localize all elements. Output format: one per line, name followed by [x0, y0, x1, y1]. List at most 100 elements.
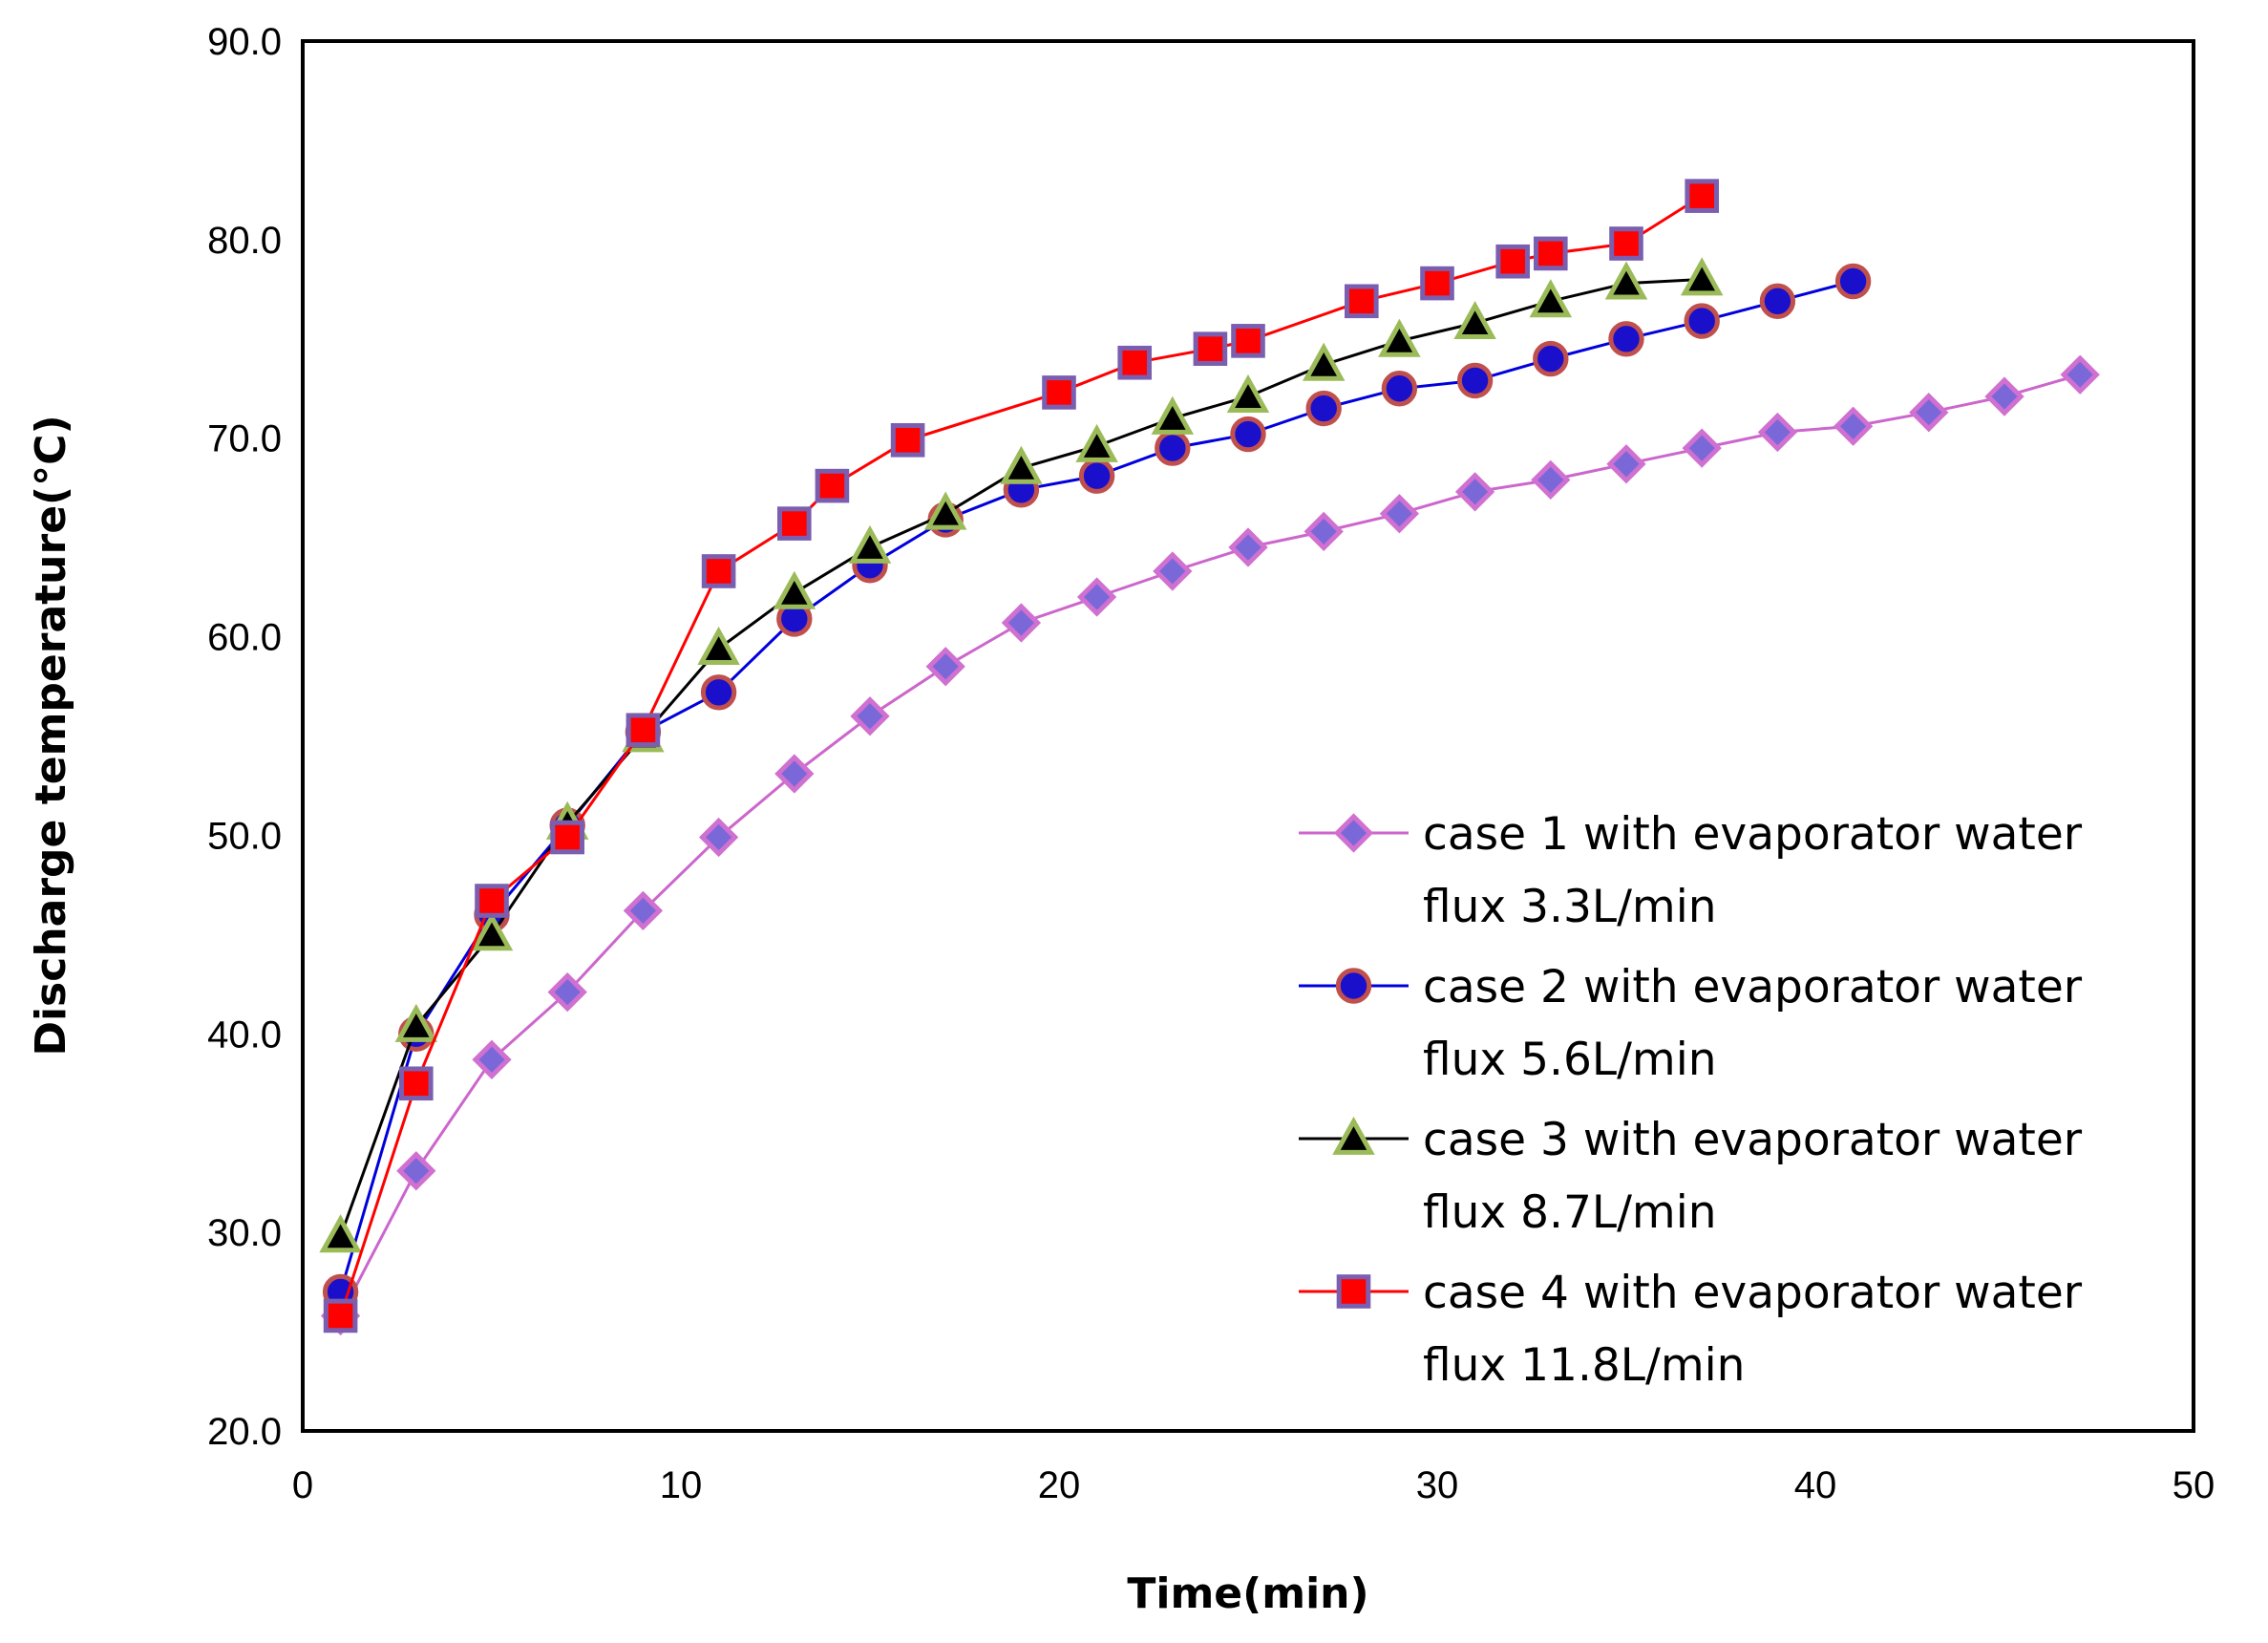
series-3-point	[394, 1003, 438, 1042]
series-2-point	[1305, 390, 1342, 427]
series-4-point	[323, 1298, 358, 1334]
series-3-point	[1302, 342, 1346, 381]
series-3-point	[1453, 301, 1496, 340]
series-3-point	[319, 1214, 362, 1253]
legend-marker	[1333, 813, 1374, 853]
legend-label: case 2 with evaporator water	[1423, 961, 2083, 1014]
series-1-point	[547, 972, 587, 1013]
series-4-point	[890, 422, 925, 458]
series-1-point	[850, 696, 890, 736]
series-1-point	[2060, 354, 2100, 395]
series-1-point	[1454, 472, 1495, 512]
series-1-point	[1228, 527, 1268, 567]
y-tick-label: 20.0	[207, 1411, 282, 1453]
series-4-point	[1117, 345, 1153, 380]
series-4-point	[550, 820, 585, 855]
y-tick-label: 50.0	[207, 815, 282, 857]
series-2-point	[1684, 303, 1720, 339]
series-1-point	[396, 1151, 436, 1191]
series-4-point	[1420, 266, 1454, 301]
series-3	[319, 257, 1724, 1253]
series-2-point	[1230, 416, 1266, 453]
x-tick-label: 30	[1416, 1464, 1459, 1506]
y-tick-label: 70.0	[207, 418, 282, 460]
series-1-point	[1531, 459, 1571, 500]
series-4-point	[815, 468, 850, 503]
series-1-point	[698, 817, 739, 858]
legend-marker	[1332, 1116, 1375, 1155]
series-4-point	[1609, 226, 1643, 261]
legend-entry-4: case 4 with evaporator water flux 11.8L/m…	[1299, 1267, 2083, 1392]
series-3-point	[1680, 257, 1724, 296]
series-4-point	[1685, 179, 1720, 213]
series-1-point	[1379, 494, 1420, 534]
series-1-point	[1001, 603, 1042, 643]
plot-area	[301, 39, 2195, 1433]
legend-entry-3: case 3 with evaporator water flux 8.7L/mi…	[1299, 1114, 2083, 1239]
y-tick-label: 30.0	[207, 1212, 282, 1254]
series-1-point	[925, 647, 965, 687]
series-4-point	[625, 713, 661, 748]
y-tick-label: 80.0	[207, 220, 282, 262]
y-axis-ticks: 20.0 30.0 40.0 50.0 60.0 70.0 80.0 90.0	[207, 21, 282, 1453]
y-tick-label: 90.0	[207, 21, 282, 63]
legend-label: case 3 with evaporator water	[1423, 1114, 2083, 1166]
series-1-point	[1606, 444, 1646, 484]
series-3-point	[1000, 445, 1043, 484]
series-2-point	[1533, 340, 1569, 377]
series-2-point	[1078, 458, 1115, 494]
series-1-point	[1076, 577, 1117, 617]
y-tick-label: 40.0	[207, 1014, 282, 1056]
series-1-point	[472, 1039, 512, 1079]
legend-entry-1: case 1 with evaporator water flux 3.3L/mi…	[1299, 808, 2083, 933]
x-axis-title: Time(min)	[1127, 1569, 1368, 1618]
series-layer	[319, 179, 2100, 1336]
series-1-point	[1304, 511, 1344, 552]
legend-marker	[1336, 1274, 1371, 1309]
series-3-point	[1151, 395, 1195, 435]
series-1-point	[1757, 412, 1798, 453]
series-4-point	[777, 506, 812, 541]
series-4-point	[1231, 324, 1265, 358]
series-1-point	[623, 890, 664, 931]
series-3-point	[1378, 318, 1421, 357]
series-2-point	[1456, 362, 1494, 399]
legend-label: flux 3.3L/min	[1423, 881, 1717, 933]
y-axis-title: Discharge temperature(°C)	[27, 415, 75, 1056]
series-4-point	[1345, 284, 1379, 319]
series-3-point	[1529, 279, 1573, 318]
legend-label: flux 11.8L/min	[1423, 1339, 1745, 1392]
x-tick-label: 50	[2173, 1464, 2215, 1506]
series-4	[323, 179, 1720, 1334]
x-tick-label: 20	[1038, 1464, 1081, 1506]
series-1-point	[1833, 406, 1874, 446]
series-4-point	[399, 1066, 434, 1101]
series-2-point	[1381, 371, 1418, 407]
series-1-point	[1909, 393, 1949, 433]
series-3-point	[848, 524, 892, 564]
series-3-point	[697, 626, 740, 665]
series-3-point	[773, 570, 816, 609]
series-3-point	[1604, 261, 1648, 300]
series-3-point	[470, 912, 514, 951]
x-tick-label: 10	[660, 1464, 703, 1506]
x-axis-ticks: 0 10 20 30 40 50	[292, 1464, 2215, 1506]
series-1-point	[1984, 376, 2024, 416]
series-4-point	[701, 554, 736, 588]
legend-marker	[1335, 968, 1372, 1004]
series-4-point	[1193, 331, 1228, 366]
series-1-point	[1153, 551, 1193, 591]
legend: case 1 with evaporator water flux 3.3L/mi…	[1299, 808, 2083, 1392]
series-4-point	[1495, 244, 1531, 279]
legend-label: flux 5.6L/min	[1423, 1034, 1717, 1086]
legend-label: case 1 with evaporator water	[1423, 808, 2083, 861]
legend-label: case 4 with evaporator water	[1423, 1267, 2083, 1319]
series-1-point	[774, 754, 815, 794]
series-1-point	[1682, 428, 1722, 468]
x-tick-label: 0	[292, 1464, 313, 1506]
series-2-point	[1155, 430, 1191, 466]
series-2-point	[700, 674, 737, 711]
legend-entry-2: case 2 with evaporator water flux 5.6L/mi…	[1299, 961, 2083, 1086]
series-3-point	[1075, 423, 1118, 462]
